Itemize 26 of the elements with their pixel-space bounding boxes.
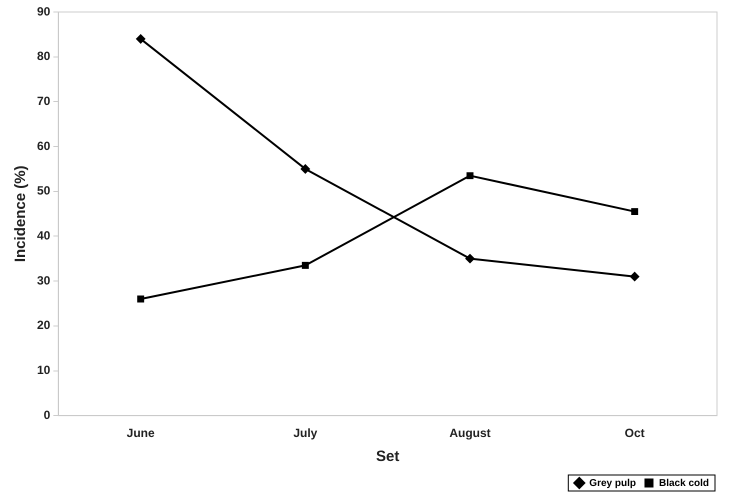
point xyxy=(630,272,640,282)
legend-label: Black cold xyxy=(658,478,710,489)
point xyxy=(137,296,144,302)
point xyxy=(300,164,310,174)
x-axis-title: Set xyxy=(376,448,400,466)
y-tick-label: 60 xyxy=(36,138,51,153)
y-axis-title: Incidence (%) xyxy=(12,165,30,262)
y-tick-label: 90 xyxy=(36,4,51,18)
y-tick-label: 30 xyxy=(36,273,51,288)
point xyxy=(631,208,638,216)
y-tick-label: 80 xyxy=(36,49,51,64)
point xyxy=(302,262,309,269)
x-tick-label: July xyxy=(293,426,318,440)
y-tick-label: 50 xyxy=(36,184,51,198)
y-tick-label: 40 xyxy=(36,228,51,243)
point xyxy=(466,172,474,180)
y-tick-label: 70 xyxy=(36,94,51,108)
x-tick-label: Oct xyxy=(624,426,645,440)
y-tick-label: 20 xyxy=(36,318,51,332)
x-tick-label: August xyxy=(449,426,491,440)
x-tick-label: June xyxy=(126,426,156,440)
point xyxy=(136,34,146,44)
y-tick-label: 10 xyxy=(36,363,51,378)
y-tick-label: 0 xyxy=(44,408,51,422)
point xyxy=(466,254,475,264)
legend-label: Grey pulp xyxy=(589,478,636,489)
